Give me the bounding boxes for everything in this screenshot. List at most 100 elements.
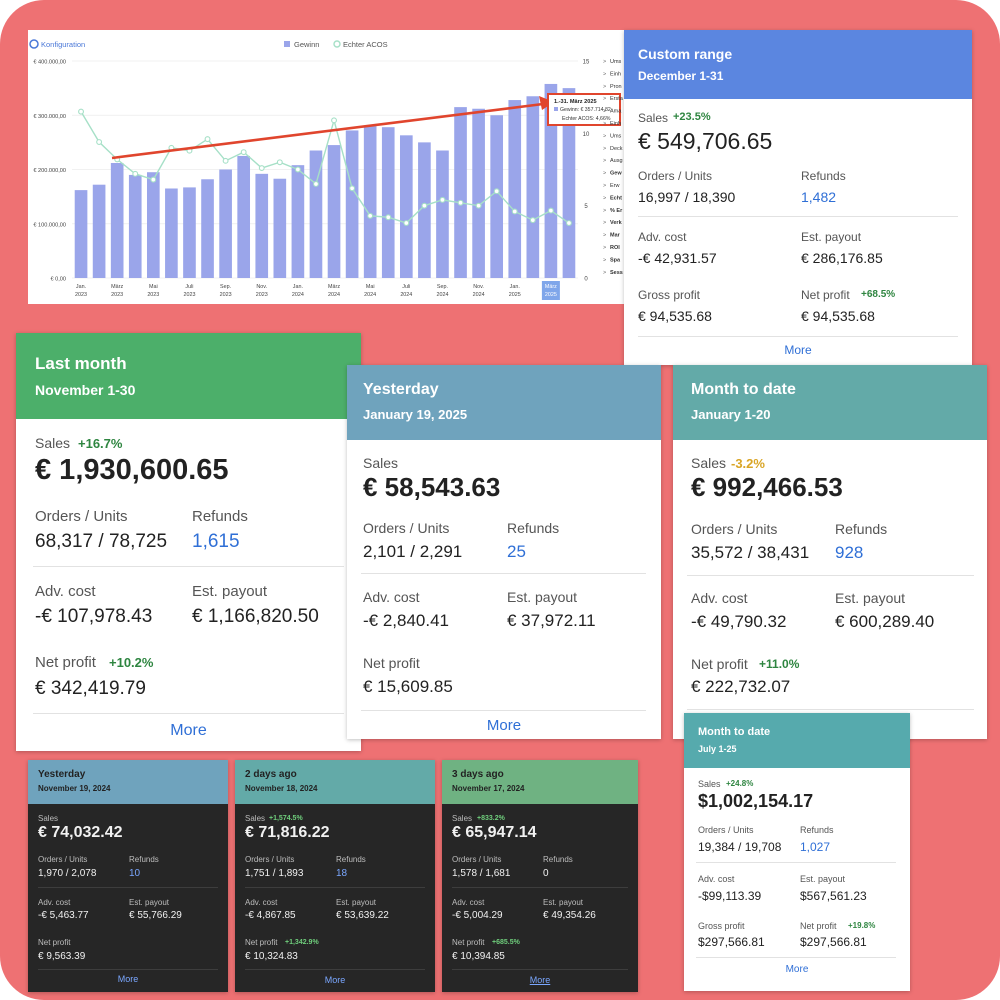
chevron-right-icon: > xyxy=(603,171,606,177)
more-link[interactable]: More xyxy=(170,722,207,739)
profit-bar[interactable] xyxy=(381,127,395,278)
side-metric-item[interactable]: > Echt xyxy=(603,195,622,201)
profit-bar[interactable] xyxy=(526,96,540,278)
payout-value: € 1,166,820.50 xyxy=(192,606,319,627)
acos-point[interactable] xyxy=(294,166,301,173)
side-metric-item[interactable]: > Mar xyxy=(603,233,621,239)
side-metric-item[interactable]: > ROI xyxy=(603,245,620,251)
acos-point[interactable] xyxy=(276,159,283,166)
side-metric-item[interactable]: > Erw xyxy=(603,183,620,189)
profit-bar[interactable] xyxy=(92,184,106,278)
refunds-link[interactable]: 1,027 xyxy=(800,840,831,854)
profit-bar[interactable] xyxy=(345,130,359,278)
acos-point[interactable] xyxy=(457,199,464,206)
acos-point[interactable] xyxy=(331,117,337,124)
more-link[interactable]: More xyxy=(324,975,346,985)
side-metric-item[interactable]: > Spa xyxy=(603,257,621,263)
acos-point[interactable] xyxy=(511,208,518,215)
x-tick-month: Mai xyxy=(366,284,375,290)
profit-bar[interactable] xyxy=(201,179,214,278)
acos-point[interactable] xyxy=(367,212,374,219)
profit-bar[interactable] xyxy=(363,126,377,278)
more-link[interactable]: More xyxy=(117,974,139,984)
side-metric-label: Gew xyxy=(610,171,622,177)
refunds-link[interactable]: 1,615 xyxy=(192,531,240,552)
refunds-link[interactable]: 10 xyxy=(129,868,141,879)
acos-point[interactable] xyxy=(150,176,157,183)
card-title: Custom range xyxy=(638,46,733,62)
profit-bar[interactable] xyxy=(146,172,160,278)
profit-bar[interactable] xyxy=(544,83,558,279)
acos-point[interactable] xyxy=(421,202,428,209)
acos-point[interactable] xyxy=(493,188,500,195)
profit-bar[interactable] xyxy=(309,150,323,278)
profit-bar[interactable] xyxy=(237,155,251,278)
refunds-link[interactable]: 928 xyxy=(835,543,864,562)
profit-bar[interactable] xyxy=(183,187,196,278)
profit-bar[interactable] xyxy=(508,100,522,278)
more-link[interactable]: More xyxy=(529,975,551,985)
acos-point[interactable] xyxy=(403,220,410,226)
profit-bar[interactable] xyxy=(128,174,142,278)
profit-bar[interactable] xyxy=(110,162,124,278)
profit-bar[interactable] xyxy=(399,135,413,278)
acos-point[interactable] xyxy=(313,181,319,187)
side-metric-item[interactable]: > Deck xyxy=(603,146,623,152)
acos-point[interactable] xyxy=(96,139,103,145)
profit-bar[interactable] xyxy=(273,178,287,278)
side-metric-item[interactable]: > Einh xyxy=(603,71,621,77)
side-metric-item[interactable]: > Pron xyxy=(603,84,622,90)
tooltip-line2: Echter ACOS: 4,66% xyxy=(562,116,611,122)
profit-bar[interactable] xyxy=(436,150,449,278)
acos-point[interactable] xyxy=(78,108,84,115)
acos-point[interactable] xyxy=(439,196,446,203)
side-metric-item[interactable]: > Einh xyxy=(603,121,621,127)
profit-bar[interactable] xyxy=(165,188,178,278)
x-tick-month: Sep. xyxy=(220,284,231,290)
sales-value: € 549,706.65 xyxy=(638,128,773,154)
profit-bar[interactable] xyxy=(562,88,576,278)
profit-bar[interactable] xyxy=(255,173,269,278)
acos-point[interactable] xyxy=(132,170,139,177)
payout-value: € 600,289.40 xyxy=(835,612,935,631)
config-link[interactable]: Konfiguration xyxy=(29,39,85,49)
more-link[interactable]: More xyxy=(785,964,809,975)
profit-bar[interactable] xyxy=(418,142,431,278)
acos-point[interactable] xyxy=(566,220,572,226)
side-metric-item[interactable]: > Ums xyxy=(603,133,622,139)
card-subtitle: July 1-25 xyxy=(698,744,737,754)
acos-point[interactable] xyxy=(240,149,247,156)
more-link[interactable]: More xyxy=(486,717,522,734)
profit-bar[interactable] xyxy=(490,115,504,278)
side-metric-item[interactable]: > Ersta xyxy=(603,96,624,102)
refunds-link[interactable]: 1,482 xyxy=(801,189,837,205)
acos-point[interactable] xyxy=(475,202,482,209)
side-metric-item[interactable]: > Ausg xyxy=(603,158,623,164)
profit-bar[interactable] xyxy=(454,107,467,278)
side-metric-item[interactable]: > Ama xyxy=(603,109,622,115)
acos-point[interactable] xyxy=(547,207,554,214)
acos-point[interactable] xyxy=(222,157,229,164)
profit-bar[interactable] xyxy=(472,108,485,279)
side-metric-item[interactable]: > Sess xyxy=(603,270,623,276)
chart-legend[interactable]: Gewinn Echter ACOS xyxy=(284,40,388,49)
side-metric-item[interactable]: > Verk xyxy=(603,220,623,226)
refunds-link[interactable]: 25 xyxy=(507,542,526,561)
acos-point[interactable] xyxy=(204,136,211,143)
acos-point[interactable] xyxy=(529,217,536,224)
card-subtitle: November 1-30 xyxy=(35,382,136,398)
acos-point[interactable] xyxy=(385,214,392,221)
profit-bar[interactable] xyxy=(74,190,88,278)
side-metric-item[interactable]: > Ums xyxy=(603,59,622,65)
orders-label: Orders / Units xyxy=(38,855,88,864)
acos-point[interactable] xyxy=(258,165,265,172)
profit-bar[interactable] xyxy=(327,145,341,278)
refunds-link[interactable]: 18 xyxy=(336,868,348,879)
more-link[interactable]: More xyxy=(784,343,812,357)
x-tick-label: Jan. 2024 xyxy=(292,284,304,298)
profit-bar[interactable] xyxy=(291,165,305,278)
side-metric-item[interactable]: > % Er xyxy=(603,208,623,214)
profit-bar[interactable] xyxy=(219,169,232,279)
side-metric-item[interactable]: > Gew xyxy=(603,171,622,177)
acos-point[interactable] xyxy=(349,185,356,192)
